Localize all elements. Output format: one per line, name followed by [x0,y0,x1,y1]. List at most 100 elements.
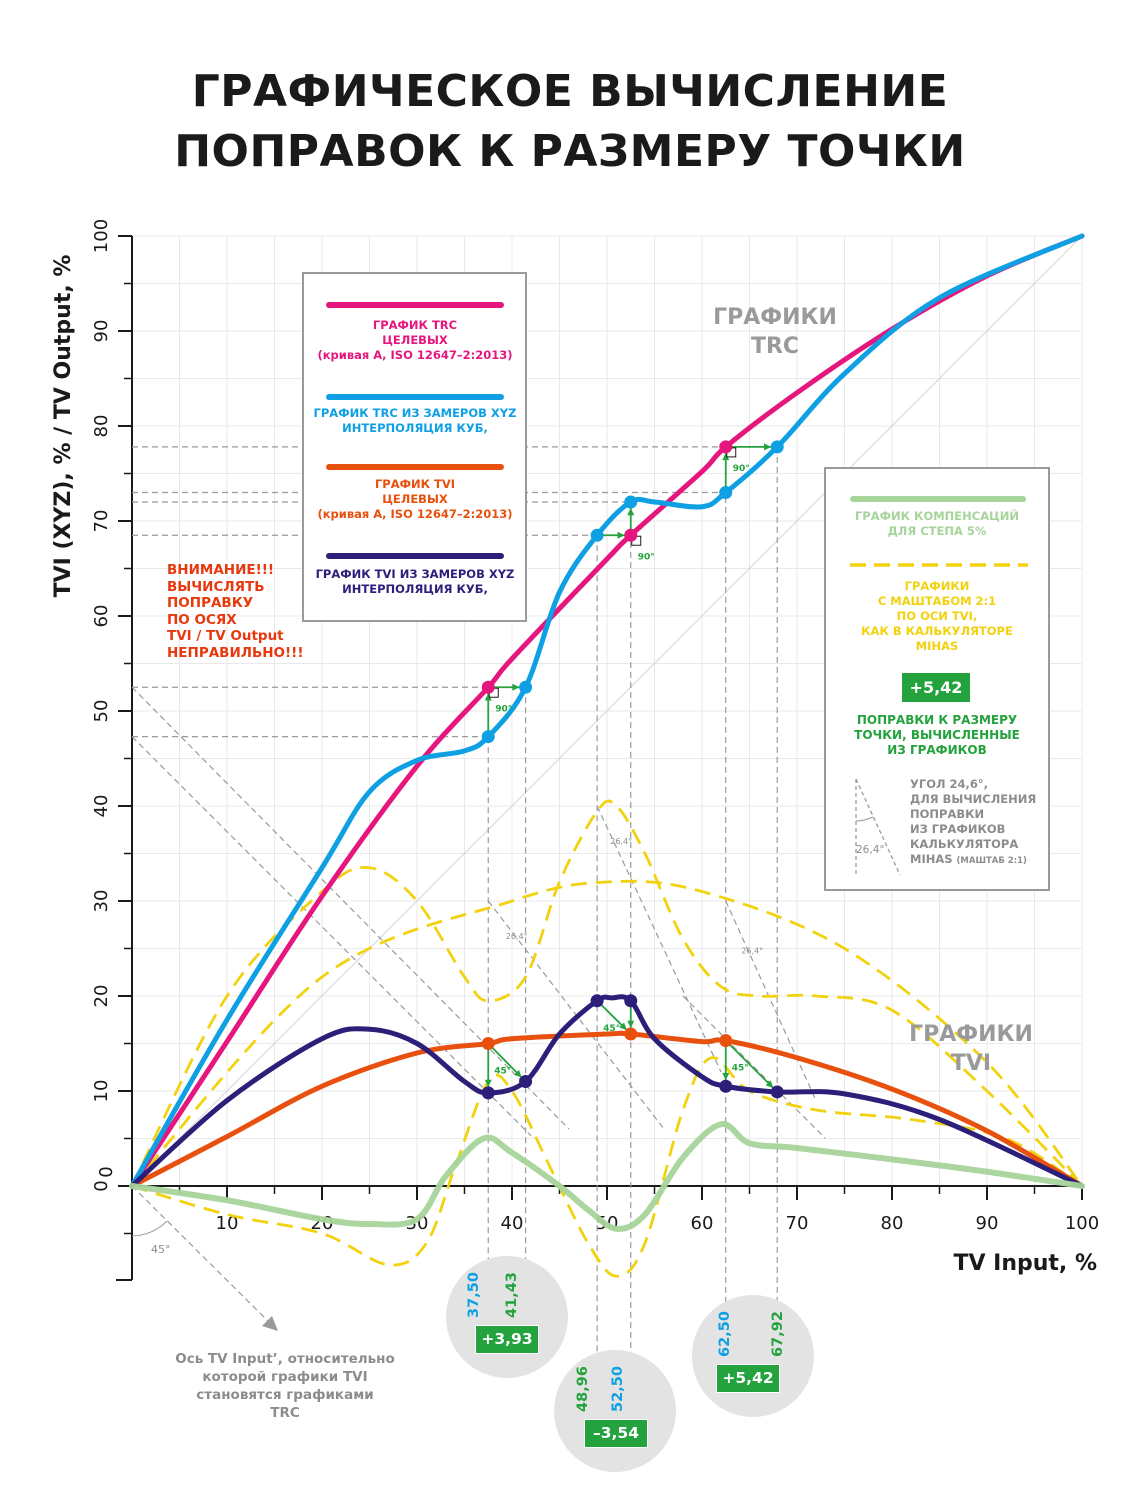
trc-arrow-right-3-head [764,443,772,451]
series-curve-2 [129,233,1085,1189]
legend-line-scale [850,563,1028,567]
legend-corrections-line3: ИЗ ГРАФИКОВ [887,743,987,757]
legend-box-curves: ГРАФИК TRC ЦЕЛЕВЫХ (кривая А, ISO 12647–… [302,272,527,622]
tv-input-prime-axis-caption: Ось TV Input’, относительно которой граф… [150,1350,420,1422]
legend-text-corrections: ПОПРАВКИ К РАЗМЕРУ ТОЧКИ, ВЫЧИСЛЕННЫЕ ИЗ… [831,713,1043,758]
y-tick-label: 70 [91,510,112,533]
warning-line6: НЕПРАВИЛЬНО!!! [167,644,304,661]
y-tick-label: 60 [91,605,112,628]
correction-circle-1: 37,50 41,43 +3,93 [446,1256,568,1378]
title-line-1: ГРАФИЧЕСКОЕ ВЫЧИСЛЕНИЕ [191,66,949,117]
data-point-2 [481,730,495,744]
tvi-arrow-diag-3 [725,1040,774,1089]
data-point-5 [624,528,638,542]
warning-line3: ПОПРАВКУ [167,595,254,611]
page-title: ГРАФИЧЕСКОЕ ВЫЧИСЛЕНИЕ ПОПРАВОК К РАЗМЕР… [0,62,1140,182]
y-tick-label-zero: 0 [96,1166,117,1177]
correction-3-right-value: 67,92 [770,1311,786,1357]
legend-trc-target-line1: ГРАФИК TRC [372,318,458,332]
legend-line-tvi-target [326,464,504,470]
y-tick-label: 20 [91,985,112,1008]
label-graphs-tvi-line1: ГРАФИКИ [909,1022,1033,1047]
warning-text: ВНИМАНИЕ!!! ВЫЧИСЛЯТЬ ПОПРАВКУ ПО ОСЯХ T… [167,562,327,661]
legend-tvi-target-line2: ЦЕЛЕВЫХ [382,492,448,506]
tvi-angle-label-1: 45° [494,1067,511,1077]
series-curve-5 [129,1121,1085,1232]
x-tick-label: 40 [501,1213,524,1234]
tvi-arrow-down-1-head [484,1079,492,1087]
x-tick-label: 10 [216,1213,239,1234]
x-tick-label: 80 [881,1213,904,1234]
legend-text-trc-measured: ГРАФИК TRC ИЗ ЗАМЕРОВ XYZ ИНТЕРПОЛЯЦИЯ К… [309,406,521,436]
tvi-arrow-diag-1 [487,1042,523,1079]
trc-arrow-up-3-head [722,452,730,461]
y-tick-label: 80 [91,415,112,438]
data-point-3 [519,680,533,694]
series-curve-1 [129,233,1085,1189]
legend-line-tvi-measured [326,553,504,559]
scaled-2to1-curve-2 [130,879,1084,1187]
angle-45-label: 45° [151,1243,171,1256]
data-point-16 [719,1034,733,1048]
helper-diagonal-line [131,736,532,1137]
legend-corrections-line1: ПОПРАВКИ К РАЗМЕРУ [856,713,1018,727]
angle-45-arc [131,1220,168,1237]
helper-diagonal-line [725,900,817,1101]
helper-diagonal-line [596,805,722,1073]
trc-arrow-right-1-head [512,683,520,691]
correction-2-left-value: 48,96 [575,1366,591,1412]
legend-trc-target-line2: ЦЕЛЕВЫХ [382,333,448,347]
tvi-angle-label-3: 45° [732,1064,749,1074]
angle-264-label-2: 26,4° [610,837,632,846]
legend-tvi-measured-line1: ГРАФИК TVI ИЗ ЗАМЕРОВ XYZ [315,567,515,581]
series-curve-3 [129,1030,1085,1189]
data-point-6 [624,495,638,509]
tvi-arrow-diag-2-head [619,1022,627,1030]
x-tick-label: 90 [976,1213,999,1234]
legend-angle-line5: КАЛЬКУЛЯТОРА [910,837,1019,851]
axis-caption-line4: TRC [270,1405,300,1421]
legend-angle-mihas: MIHAS [910,852,953,866]
correction-1-left-value: 37,50 [466,1272,482,1318]
warning-line2: ВЫЧИСЛЯТЬ [167,578,265,595]
legend-scale-line1: ГРАФИКИ [904,579,970,593]
legend-scale-line3: ПО ОСИ TVI, [896,609,978,623]
axis-caption-line1: Ось TV Input’, относительно [175,1351,395,1367]
data-point-15 [624,1027,638,1041]
label-graphs-tvi: ГРАФИКИ TVI [886,1020,1056,1078]
correction-circle-2: 48,96 52,50 –3,54 [554,1350,676,1472]
legend-text-tvi-measured: ГРАФИК TVI ИЗ ЗАМЕРОВ XYZ ИНТЕРПОЛЯЦИЯ К… [309,567,521,597]
legend-angle-line6: MIHAS (МАШТАБ 2:1) [910,852,1050,869]
data-point-10 [481,1037,495,1050]
legend-line-trc-target [326,302,504,308]
correction-1-value: +3,93 [475,1325,539,1354]
axis-caption-line2: которой графики TVI [202,1369,368,1385]
y-tick-label: 90 [91,320,112,343]
correction-3-value: +5,42 [716,1364,780,1393]
legend-text-angle: УГОЛ 24,6°, ДЛЯ ВЫЧИСЛЕНИЯ ПОПРАВКИ ИЗ Г… [910,777,1050,869]
legend-angle-line2: ДЛЯ ВЫЧИСЛЕНИЯ [910,792,1037,806]
trc-arrow-up-1-head [484,693,492,701]
data-point-13 [590,994,604,1008]
legend-angle-line3: ПОПРАВКИ [910,807,985,821]
data-point-12 [519,1075,533,1088]
axis-caption-line3: становятся графиками [196,1387,374,1403]
legend-trc-measured-line2: ИНТЕРПОЛЯЦИЯ КУБ, [342,421,488,435]
tvi-angle-label-2: 45° [603,1024,620,1034]
diagonal-reference-line [131,235,1083,1187]
legend-line-compensation [850,496,1026,502]
label-graphs-trc: ГРАФИКИ TRC [690,303,860,361]
tv-input-prime-axis [131,1185,273,1326]
legend-text-compensation: ГРАФИК КОМПЕНСАЦИЙ ДЛЯ СТЕПА 5% [831,509,1043,539]
y-tick-label: 30 [91,890,112,913]
tvi-arrow-down-3-head [722,1073,730,1081]
tvi-arrow-diag-3-head [765,1080,774,1088]
y-axis-title: TVI (XYZ), % / TV Output, % [51,255,76,598]
legend-scale-line4: КАК В КАЛЬКУЛЯТОРЕ [861,624,1013,638]
x-tick-label: 100 [1065,1213,1099,1234]
legend-trc-target-line3: (кривая А, ISO 12647–2:2013) [317,348,513,362]
angle-264-label-1: 26,4° [506,932,528,941]
warning-line4: ПО ОСЯХ [167,611,237,628]
right-angle-label-1: 90° [495,704,512,714]
